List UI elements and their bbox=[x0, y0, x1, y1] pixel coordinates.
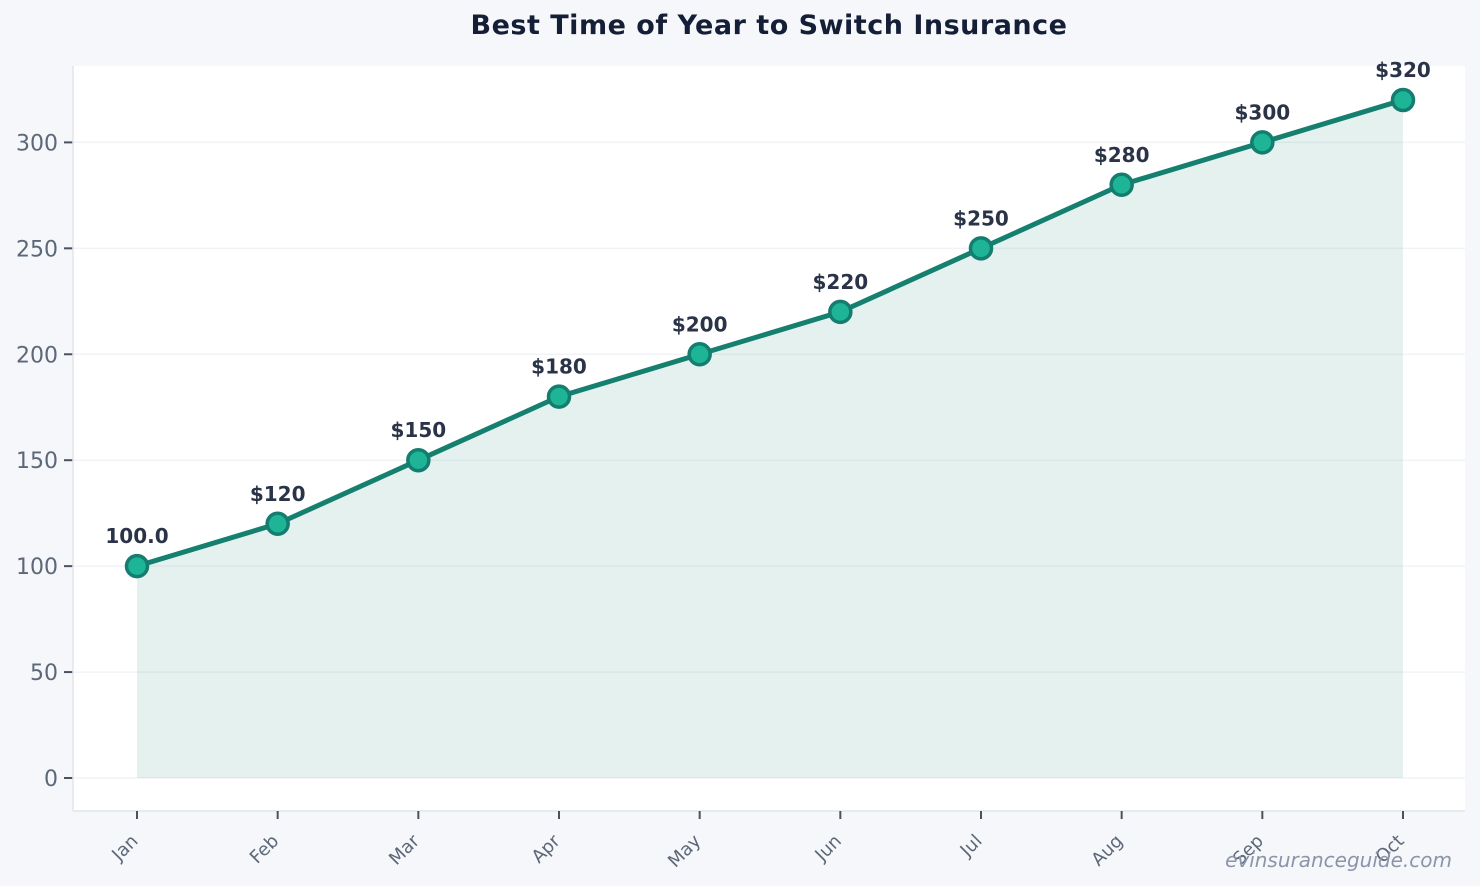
x-tick-label-Aug: Aug bbox=[1087, 831, 1127, 871]
data-point-label-Jan: 100.0 bbox=[105, 524, 168, 548]
y-tick-label-0: 0 bbox=[44, 767, 58, 792]
data-point-label-Jun: $220 bbox=[812, 270, 868, 294]
x-tick-label-Jul: Jul bbox=[956, 831, 987, 862]
data-point-marker-May bbox=[687, 342, 712, 367]
x-tick-label-Feb: Feb bbox=[246, 831, 283, 868]
plot-area bbox=[73, 66, 1465, 811]
data-point-marker-Aug bbox=[1109, 172, 1134, 198]
data-point-label-Oct: $320 bbox=[1375, 58, 1431, 82]
data-point-marker-Feb bbox=[265, 511, 290, 537]
y-tick-label-250: 250 bbox=[16, 237, 58, 262]
data-point-marker-Jun bbox=[828, 299, 853, 325]
x-tick-label-Jan: Jan bbox=[107, 831, 142, 866]
watermark-text: evinsuranceguide.com bbox=[1225, 848, 1452, 872]
data-point-label-May: $200 bbox=[672, 312, 728, 336]
y-tick-label-300: 300 bbox=[16, 131, 58, 156]
data-point-label-Jul: $250 bbox=[953, 206, 1009, 230]
x-tick-label-Apr: Apr bbox=[528, 830, 565, 867]
data-point-marker-Jul bbox=[968, 236, 994, 261]
x-tick-label-May: May bbox=[664, 830, 705, 871]
data-point-marker-Mar bbox=[406, 447, 431, 473]
data-point-marker-Oct bbox=[1390, 87, 1416, 113]
y-tick-label-150: 150 bbox=[16, 449, 58, 474]
area-fill bbox=[137, 100, 1403, 778]
data-point-label-Apr: $180 bbox=[531, 355, 587, 379]
data-point-marker-Apr bbox=[546, 384, 572, 409]
data-point-label-Sep: $300 bbox=[1234, 100, 1290, 124]
data-point-label-Feb: $120 bbox=[250, 482, 306, 506]
y-tick-label-100: 100 bbox=[16, 555, 58, 580]
y-tick-label-50: 50 bbox=[30, 661, 58, 686]
x-tick-label-Mar: Mar bbox=[385, 830, 424, 869]
data-line bbox=[134, 97, 1406, 569]
data-point-label-Mar: $150 bbox=[390, 418, 446, 442]
chart-title: Best Time of Year to Switch Insurance bbox=[470, 10, 1068, 41]
y-tick-label-200: 200 bbox=[16, 343, 58, 368]
data-point-marker-Sep bbox=[1250, 130, 1275, 155]
data-point-label-Aug: $280 bbox=[1094, 143, 1150, 167]
x-tick-label-Jun: Jun bbox=[810, 831, 845, 866]
data-point-marker-Jan bbox=[124, 553, 150, 579]
